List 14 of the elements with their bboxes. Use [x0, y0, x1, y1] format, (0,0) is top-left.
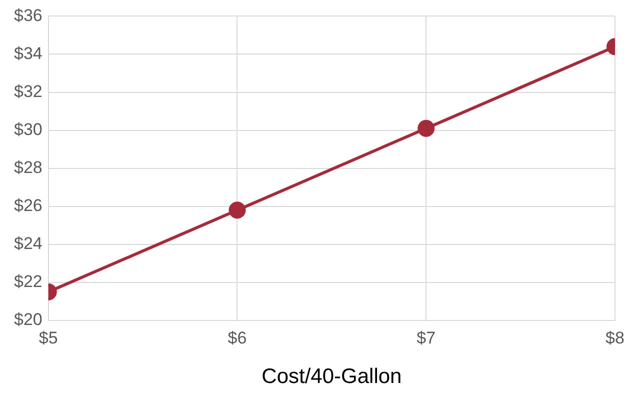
y-tick-label: $30	[14, 120, 42, 139]
y-tick-label: $22	[14, 272, 42, 292]
y-tick-label: $32	[14, 82, 42, 101]
x-tick-label: $8	[606, 328, 624, 348]
y-tick-label: $20	[14, 310, 42, 330]
y-tick-label: $26	[14, 196, 42, 216]
x-axis-title: Cost/40-Gallon	[262, 365, 402, 388]
y-tick-label: $28	[14, 158, 42, 177]
y-tick-label: $36	[14, 6, 42, 25]
x-tick-label: $6	[228, 328, 247, 348]
x-tick-label: $7	[416, 328, 436, 348]
y-tick-label: $24	[14, 234, 42, 254]
x-tick-label: $5	[38, 328, 58, 348]
y-tick-label: $34	[14, 44, 42, 63]
